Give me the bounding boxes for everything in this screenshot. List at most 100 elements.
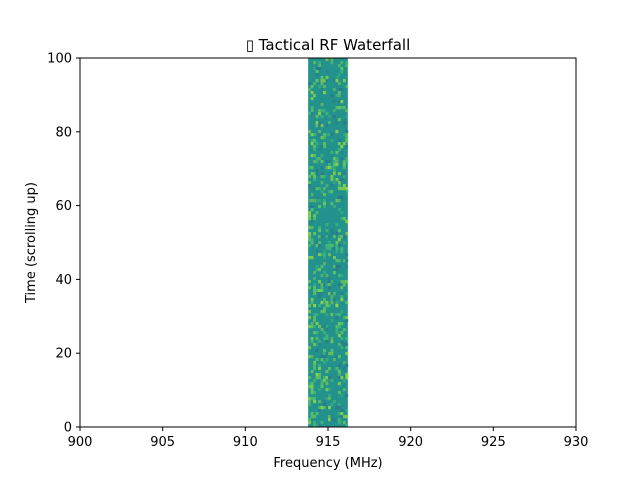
signal-cell bbox=[332, 160, 336, 164]
signal-cell bbox=[340, 298, 344, 302]
signal-cell bbox=[310, 256, 314, 260]
signal-cell bbox=[318, 61, 321, 65]
signal-cell bbox=[328, 388, 331, 392]
signal-cell bbox=[332, 166, 336, 170]
signal-cell bbox=[335, 265, 339, 269]
signal-cell bbox=[325, 244, 329, 248]
signal-cell bbox=[320, 76, 324, 80]
signal-cell bbox=[335, 301, 339, 305]
signal-cell bbox=[318, 229, 321, 233]
signal-cell bbox=[320, 160, 324, 164]
signal-cell bbox=[342, 217, 346, 221]
signal-cell bbox=[335, 223, 339, 227]
signal-cell bbox=[323, 193, 326, 197]
signal-cell bbox=[310, 142, 314, 146]
signal-cell bbox=[308, 316, 312, 320]
signal-cell bbox=[337, 187, 341, 191]
signal-cell bbox=[340, 100, 344, 104]
signal-cell bbox=[323, 202, 326, 206]
signal-cell bbox=[335, 313, 339, 317]
signal-cell bbox=[332, 418, 336, 422]
signal-cell bbox=[337, 73, 341, 77]
signal-cell bbox=[318, 409, 321, 413]
signal-cell bbox=[337, 421, 341, 425]
signal-cell bbox=[313, 145, 316, 149]
signal-cell bbox=[313, 139, 316, 143]
signal-cell bbox=[337, 412, 341, 416]
signal-cell bbox=[335, 130, 339, 134]
signal-cell bbox=[345, 373, 349, 377]
signal-cell bbox=[345, 292, 349, 296]
signal-cell bbox=[313, 286, 316, 290]
signal-cell bbox=[342, 259, 346, 263]
signal-cell bbox=[330, 202, 334, 206]
y-axis-label: Time (scrolling up) bbox=[24, 182, 39, 304]
signal-cell bbox=[337, 235, 341, 239]
signal-cell bbox=[308, 304, 312, 308]
signal-cell bbox=[315, 289, 319, 293]
signal-cell bbox=[337, 364, 341, 368]
signal-cell bbox=[320, 310, 324, 314]
signal-cell bbox=[332, 88, 336, 92]
signal-cell bbox=[320, 145, 324, 149]
signal-cell bbox=[308, 166, 312, 170]
signal-cell bbox=[318, 130, 321, 134]
signal-cell bbox=[318, 85, 321, 89]
signal-cell bbox=[313, 361, 316, 365]
signal-cell bbox=[340, 337, 344, 341]
signal-cell bbox=[335, 76, 339, 80]
signal-cell bbox=[340, 157, 344, 161]
signal-cell bbox=[323, 109, 326, 113]
signal-cell bbox=[318, 124, 321, 128]
signal-cell bbox=[313, 82, 316, 86]
signal-cell bbox=[313, 304, 316, 308]
signal-cell bbox=[335, 250, 339, 254]
signal-cell bbox=[320, 88, 324, 92]
signal-cell bbox=[308, 385, 312, 389]
signal-cell bbox=[315, 412, 319, 416]
signal-cell bbox=[313, 319, 316, 323]
signal-cell bbox=[320, 283, 324, 287]
signal-cell bbox=[342, 283, 346, 287]
signal-cell bbox=[330, 133, 334, 137]
signal-cell bbox=[325, 235, 329, 239]
signal-cell bbox=[310, 322, 314, 326]
signal-cell bbox=[335, 178, 339, 182]
signal-cell bbox=[315, 349, 319, 353]
signal-cell bbox=[337, 283, 341, 287]
signal-cell bbox=[328, 163, 331, 167]
y-tick-label: 40 bbox=[55, 273, 72, 288]
signal-cell bbox=[330, 175, 334, 179]
signal-cell bbox=[328, 235, 331, 239]
signal-cell bbox=[310, 139, 314, 143]
signal-cell bbox=[318, 64, 321, 68]
signal-cell bbox=[325, 340, 329, 344]
signal-cell bbox=[328, 292, 331, 296]
signal-cell bbox=[340, 340, 344, 344]
signal-cell bbox=[320, 175, 324, 179]
signal-cell bbox=[337, 172, 341, 176]
signal-cell bbox=[318, 133, 321, 137]
signal-cell bbox=[335, 406, 339, 410]
signal-cell bbox=[340, 286, 344, 290]
signal-cell bbox=[313, 232, 316, 236]
signal-cell bbox=[310, 340, 314, 344]
signal-cell bbox=[313, 316, 316, 320]
signal-cell bbox=[345, 394, 349, 398]
signal-cell bbox=[318, 400, 321, 404]
signal-cell bbox=[345, 190, 349, 194]
signal-cell bbox=[337, 274, 341, 278]
signal-cell bbox=[320, 289, 324, 293]
signal-cell bbox=[320, 82, 324, 86]
signal-cell bbox=[313, 148, 316, 152]
signal-cell bbox=[340, 274, 344, 278]
signal-cell bbox=[328, 115, 331, 119]
signal-cell bbox=[330, 61, 334, 65]
signal-cell bbox=[310, 91, 314, 95]
signal-cell bbox=[330, 94, 334, 98]
signal-cell bbox=[330, 178, 334, 182]
signal-cell bbox=[323, 271, 326, 275]
signal-cell bbox=[310, 388, 314, 392]
signal-cell bbox=[328, 253, 331, 257]
